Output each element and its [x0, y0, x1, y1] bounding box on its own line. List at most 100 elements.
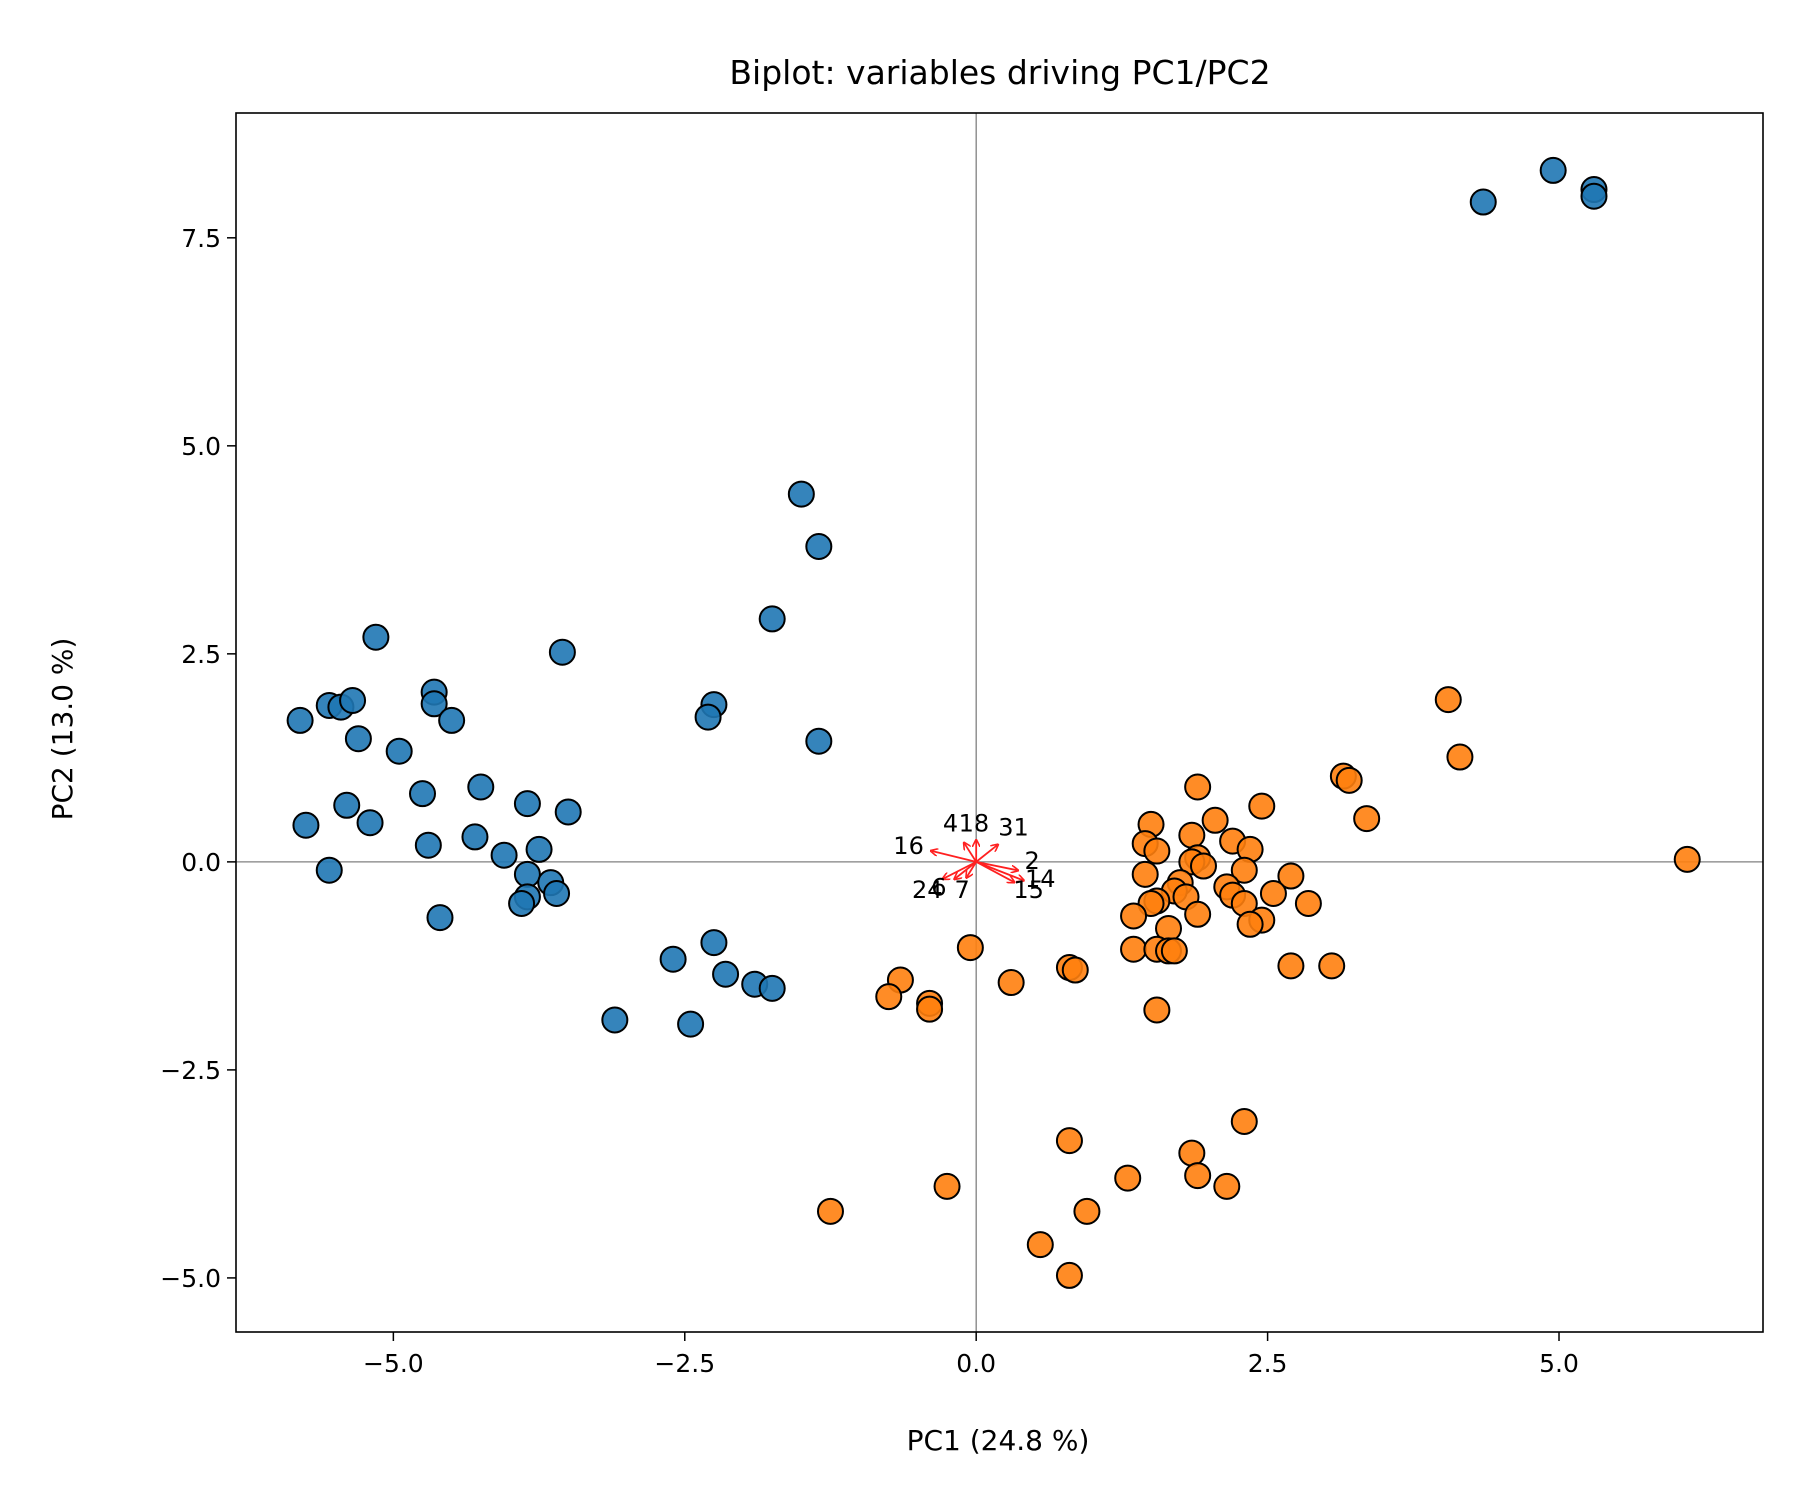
scatter-point-group1-16	[339, 686, 367, 714]
scatter-point-group1-6	[805, 533, 833, 561]
x-tick-label-5: 5.0	[1539, 1349, 1579, 1378]
scatter-point-group2-21	[1277, 862, 1305, 890]
scatter-point-group2-37	[1120, 935, 1148, 963]
scatter-point-group1-9	[548, 638, 576, 666]
y-tick-label-1: −5.0	[160, 1264, 221, 1293]
scatter-point-group1-30	[414, 831, 442, 859]
scatter-point-group1-11	[694, 703, 722, 731]
scatter-point-group1-1	[1469, 188, 1497, 216]
scatter-point-group1-12	[805, 727, 833, 755]
x-tick-label-1: −5.0	[363, 1349, 424, 1378]
scatter-point-group2-32	[1184, 900, 1212, 928]
y-tick-label-4: 2.5	[181, 640, 221, 669]
scatter-point-group1-20	[420, 690, 448, 718]
scatter-point-group1-45	[601, 1006, 629, 1034]
scatter-point-group2-56	[1114, 1164, 1142, 1192]
scatter-point-group2-33	[1120, 902, 1148, 930]
scatter-point-group1-27	[333, 791, 361, 819]
scatter-point-group2-2	[1434, 686, 1462, 714]
scatter-point-group2-7	[1184, 773, 1212, 801]
scatter-point-group2-47	[997, 969, 1025, 997]
y-tick-label-5: 5.0	[181, 432, 221, 461]
loading-label-31: 31	[998, 814, 1029, 842]
scatter-point-group2-40	[1160, 937, 1188, 965]
scatter-point-group1-42	[712, 960, 740, 988]
scatter-point-group1-28	[356, 809, 384, 837]
scatter-point-group2-43	[1061, 956, 1089, 984]
loading-arrow-31	[975, 845, 997, 863]
scatter-point-group1-34	[513, 860, 541, 888]
scatter-point-group1-22	[409, 780, 437, 808]
scatter-point-group2-6	[1353, 805, 1381, 833]
scatter-point-group2-57	[1213, 1172, 1241, 1200]
scatter-point-group2-25	[1259, 879, 1287, 907]
scatter-point-group2-8	[1248, 792, 1276, 820]
scatter-point-group2-61	[1026, 1231, 1054, 1259]
scatter-point-group1-18	[385, 737, 413, 765]
scatter-point-group2-11	[1178, 821, 1206, 849]
x-tick-label-2: −2.5	[654, 1349, 715, 1378]
scatter-point-group1-26	[292, 811, 320, 839]
scatter-point-group1-2	[1539, 156, 1567, 184]
plot-frame	[235, 112, 1764, 1333]
scatter-point-group1-41	[659, 945, 687, 973]
scatter-point-group2-44	[1277, 952, 1305, 980]
scatter-point-group1-29	[461, 823, 489, 851]
loading-label-18: 18	[959, 809, 990, 837]
scatter-point-group2-54	[1178, 1139, 1206, 1167]
scatter-point-group1-17	[344, 725, 372, 753]
x-axis-label: PC1 (24.8 %)	[907, 1424, 1090, 1457]
loading-label-2: 2	[1024, 847, 1039, 875]
scatter-point-group1-37	[508, 889, 536, 917]
y-axis-label: PC2 (13.0 %)	[46, 638, 79, 821]
loading-label-24: 24	[912, 876, 943, 904]
loading-label-4: 4	[943, 809, 958, 837]
scatter-point-group1-24	[513, 790, 541, 818]
scatter-point-group1-7	[758, 605, 786, 633]
scatter-point-group2-41	[956, 934, 984, 962]
scatter-point-group2-55	[1184, 1162, 1212, 1190]
loading-arrow-2	[976, 860, 1017, 870]
scatter-point-group2-19	[1230, 856, 1258, 884]
scatter-point-group1-23	[467, 773, 495, 801]
scatter-point-group1-25	[554, 798, 582, 826]
loading-label-14: 14	[1025, 865, 1056, 893]
scatter-point-group1-8	[362, 623, 390, 651]
scatter-point-group2-45	[1318, 952, 1346, 980]
y-tick-label-6: 7.5	[181, 224, 221, 253]
scatter-point-group2-53	[1055, 1127, 1083, 1155]
scatter-point-group2-15	[1143, 837, 1171, 865]
scatter-point-group1-39	[426, 904, 454, 932]
y-tick-label-2: −2.5	[160, 1056, 221, 1085]
scatter-point-group2-31	[1294, 889, 1322, 917]
x-tick-label-4: 2.5	[1248, 1349, 1288, 1378]
scatter-point-group2-3	[1446, 743, 1474, 771]
scatter-point-group1-13	[286, 706, 314, 734]
scatter-point-group1-31	[490, 841, 518, 869]
scatter-point-group2-58	[933, 1172, 961, 1200]
scatter-point-group1-5	[787, 480, 815, 508]
scatter-point-group1-38	[543, 879, 571, 907]
scatter-point-group2-59	[1073, 1197, 1101, 1225]
scatter-point-group2-20	[1131, 860, 1159, 888]
scatter-point-group2-48	[875, 983, 903, 1011]
scatter-point-group2-1	[1673, 845, 1701, 873]
scatter-point-group1-33	[315, 856, 343, 884]
x-tick-label-3: 0.0	[956, 1349, 996, 1378]
chart-title: Biplot: variables driving PC1/PC2	[729, 53, 1270, 92]
y-tick-label-3: 0.0	[181, 848, 221, 877]
scatter-point-group2-51	[1143, 996, 1171, 1024]
scatter-point-group2-18	[1189, 852, 1217, 880]
loading-label-6: 6	[931, 874, 946, 902]
scatter-point-group2-60	[816, 1197, 844, 1225]
scatter-point-group1-4	[1580, 182, 1608, 210]
loading-label-7: 7	[955, 876, 970, 904]
loading-arrow-7	[967, 861, 977, 877]
scatter-point-group1-46	[677, 1010, 705, 1038]
loading-arrow-16	[932, 851, 977, 863]
scatter-point-group1-40	[700, 929, 728, 957]
scatter-point-group2-35	[1236, 910, 1264, 938]
